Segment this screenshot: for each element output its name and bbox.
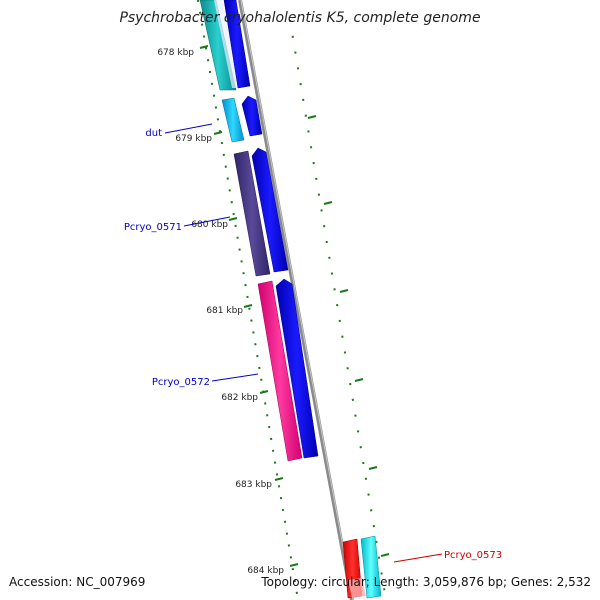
tick-mark-678	[199, 45, 209, 49]
genome-summary: Topology: circular; Length: 3,059,876 bp…	[261, 575, 591, 589]
tick-label-681: 681 kbp	[206, 306, 243, 316]
tick-mark-right-2	[323, 201, 333, 205]
gene-pcryo-0571[interactable]	[233, 150, 271, 277]
gene-label-pcryo-0571[interactable]: Pcryo_0571	[124, 222, 182, 233]
tick-label-683: 683 kbp	[235, 480, 272, 490]
tick-ring-right	[289, 19, 387, 600]
cds-arrow-1[interactable]	[223, 0, 251, 89]
map-title: Psychrobacter cryohalolentis K5, complet…	[119, 10, 481, 26]
tick-label-682: 682 kbp	[221, 393, 258, 403]
backbone-highlight	[240, 0, 354, 600]
gene-white-block	[214, 0, 240, 88]
tick-mark-right-6	[380, 553, 390, 557]
tick-mark-right-5	[368, 466, 378, 470]
tick-mark-right-3	[339, 289, 349, 293]
tick-mark-680	[228, 217, 238, 221]
leader-pcryo-0571	[183, 216, 231, 227]
cds-arrow-0572[interactable]	[275, 278, 319, 459]
tick-mark-683	[274, 477, 284, 481]
tick-mark-679	[213, 131, 223, 135]
tick-mark-right-1	[307, 115, 317, 119]
tick-mark-684	[289, 563, 299, 567]
cds-arrow-0571[interactable]	[251, 147, 289, 273]
gene-dut[interactable]	[221, 97, 245, 143]
gene-label-dut[interactable]: dut	[145, 128, 162, 139]
gene-label-pcryo-0573[interactable]: Pcryo_0573	[444, 550, 502, 561]
cds-arrow-dut[interactable]	[241, 95, 263, 137]
gene-teal-block[interactable]	[199, 0, 237, 91]
tick-label-679: 679 kbp	[175, 134, 212, 144]
gene-pcryo-0572[interactable]	[257, 280, 303, 462]
gene-pcryo-0573-aqua[interactable]	[360, 535, 382, 599]
tick-mark-right-4	[354, 378, 364, 382]
tick-mark-681	[243, 304, 253, 308]
gene-label-pcryo-0572[interactable]: Pcryo_0572	[152, 377, 210, 388]
tick-label-684: 684 kbp	[247, 566, 284, 576]
tick-label-678: 678 kbp	[157, 48, 194, 58]
genome-backbone	[238, 0, 354, 600]
tick-label-680: 680 kbp	[191, 220, 228, 230]
gene-pink-tail	[348, 578, 366, 598]
leader-dut	[164, 123, 213, 134]
leader-pcryo-0573	[393, 553, 443, 563]
accession-text: Accession: NC_007969	[9, 575, 146, 589]
leader-pcryo-0572	[211, 373, 259, 382]
tick-mark-682	[259, 390, 269, 394]
